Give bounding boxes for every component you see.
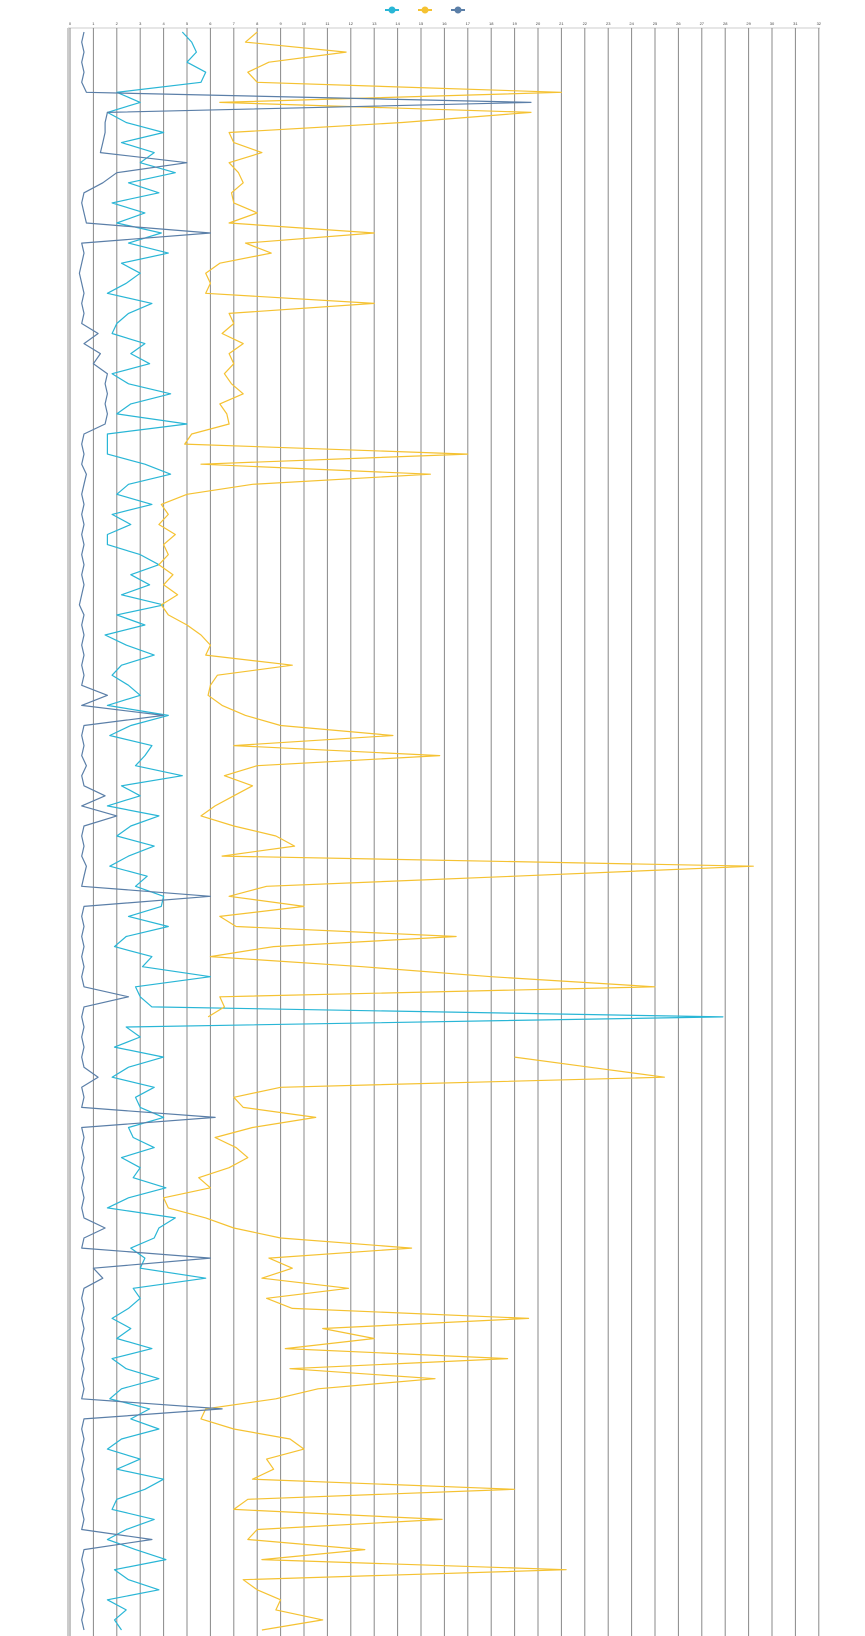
x-tick-label: 3 — [139, 21, 142, 26]
x-tick-label: 0 — [69, 21, 72, 26]
x-tick-label: 9 — [279, 21, 282, 26]
legend-marker — [421, 6, 429, 14]
x-tick-label: 24 — [629, 21, 634, 26]
x-tick-label: 23 — [606, 21, 611, 26]
x-tick-label: 16 — [442, 21, 447, 26]
x-tick-label: 5 — [186, 21, 189, 26]
x-tick-label: 4 — [162, 21, 165, 26]
x-tick-label: 30 — [770, 21, 775, 26]
x-tick-label: 8 — [256, 21, 259, 26]
x-tick-label: 10 — [302, 21, 307, 26]
x-tick-label: 25 — [653, 21, 658, 26]
x-tick-label: 7 — [233, 21, 236, 26]
x-tick-label: 28 — [723, 21, 728, 26]
x-tick-label: 2 — [116, 21, 119, 26]
x-tick-label: 18 — [489, 21, 494, 26]
x-tick-label: 12 — [349, 21, 354, 26]
series-line — [163, 1056, 666, 1631]
legend-marker — [454, 6, 462, 14]
x-tick-label: 20 — [536, 21, 541, 26]
series-line — [104, 31, 724, 1631]
x-tick-label: 32 — [817, 21, 822, 26]
x-tick-label: 27 — [700, 21, 705, 26]
x-tick-label: 14 — [395, 21, 400, 26]
x-tick-label: 11 — [325, 21, 330, 26]
x-tick-label: 21 — [559, 21, 564, 26]
x-tick-label: 17 — [466, 21, 471, 26]
x-tick-label: 13 — [372, 21, 377, 26]
x-tick-label: 1 — [92, 21, 95, 26]
series-line — [78, 31, 532, 1631]
x-tick-label: 26 — [676, 21, 681, 26]
series-line — [158, 31, 754, 1018]
x-tick-label: 29 — [746, 21, 751, 26]
x-tick-label: 15 — [419, 21, 424, 26]
legend-marker — [388, 6, 396, 14]
x-tick-label: 19 — [512, 21, 517, 26]
x-tick-label: 6 — [209, 21, 212, 26]
x-tick-label: 31 — [793, 21, 798, 26]
x-tick-label: 22 — [583, 21, 588, 26]
